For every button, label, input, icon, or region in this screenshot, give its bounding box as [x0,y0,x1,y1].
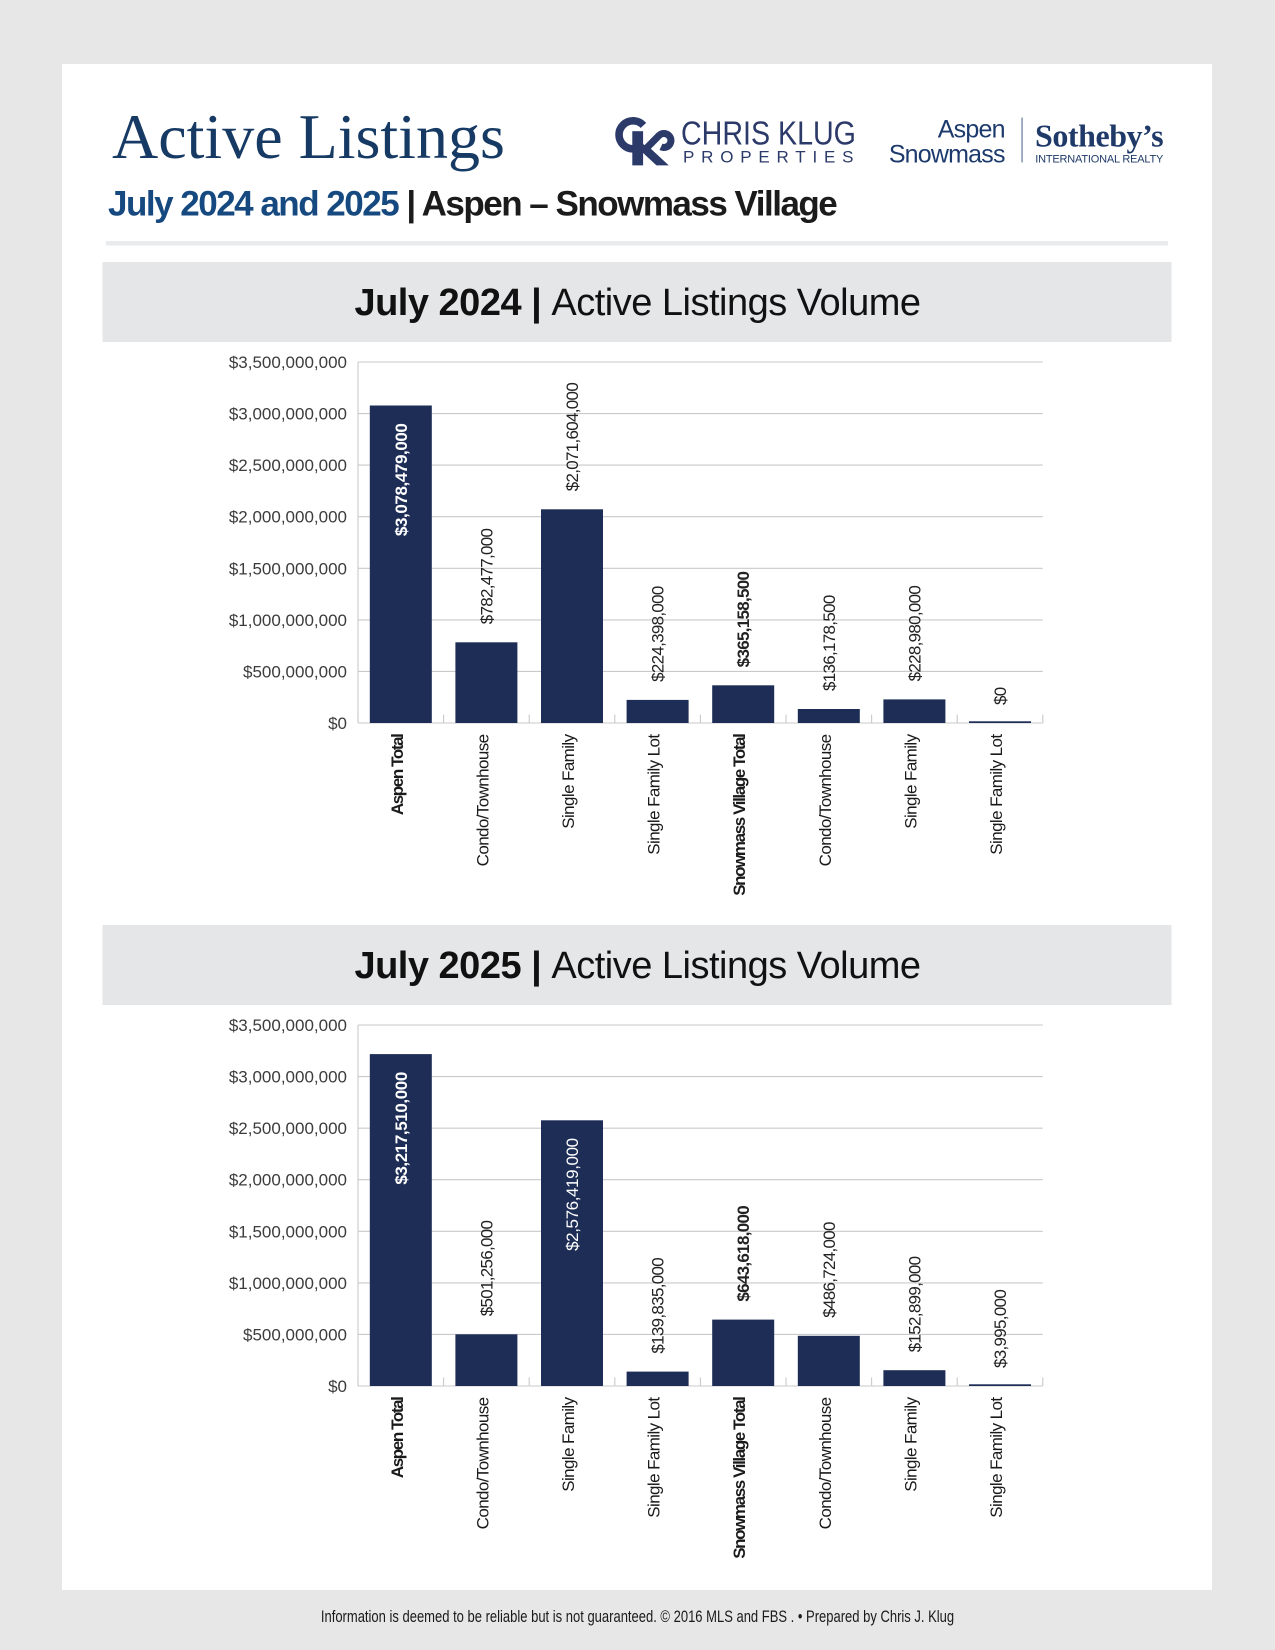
svg-text:Aspen Total: Aspen Total [388,1397,407,1478]
svg-text:Snowmass: Snowmass [889,140,1005,168]
svg-text:Condo/Townhouse: Condo/Townhouse [816,1397,835,1529]
svg-text:$3,217,510,000: $3,217,510,000 [392,1072,411,1185]
svg-text:$2,000,000,000: $2,000,000,000 [229,1171,347,1190]
svg-text:Single Family Lot: Single Family Lot [987,734,1006,855]
svg-text:$501,256,000: $501,256,000 [477,1220,496,1316]
svg-text:Condo/Townhouse: Condo/Townhouse [473,734,492,866]
svg-text:INTERNATIONAL REALTY: INTERNATIONAL REALTY [1035,153,1164,165]
svg-text:$1,000,000,000: $1,000,000,000 [229,1274,347,1293]
svg-text:Single Family Lot: Single Family Lot [987,1397,1006,1518]
svg-text:Sotheby’s: Sotheby’s [1035,118,1163,154]
svg-text:$3,995,000: $3,995,000 [991,1290,1010,1368]
svg-text:July 2025 | Active Listings Vo: July 2025 | Active Listings Volume [354,945,920,987]
svg-text:Single Family: Single Family [901,733,920,828]
svg-text:Single Family Lot: Single Family Lot [645,734,664,855]
svg-text:Aspen: Aspen [938,116,1005,144]
svg-text:Condo/Townhouse: Condo/Townhouse [816,734,835,866]
svg-text:Single Family: Single Family [559,1396,578,1491]
svg-text:$3,000,000,000: $3,000,000,000 [229,1068,347,1087]
svg-text:$2,071,604,000: $2,071,604,000 [563,383,582,492]
svg-text:$2,500,000,000: $2,500,000,000 [229,456,347,475]
svg-text:Snowmass Village Total: Snowmass Village Total [730,734,749,896]
svg-text:$643,618,000: $643,618,000 [734,1206,753,1302]
svg-text:$224,398,000: $224,398,000 [649,586,668,682]
svg-text:$500,000,000: $500,000,000 [243,1325,347,1344]
svg-text:$500,000,000: $500,000,000 [243,662,347,681]
svg-text:$2,500,000,000: $2,500,000,000 [229,1119,347,1138]
svg-text:PROPERTIES: PROPERTIES [683,147,860,166]
svg-text:Single Family: Single Family [559,733,578,828]
svg-text:$0: $0 [328,714,347,733]
svg-text:Condo/Townhouse: Condo/Townhouse [473,1397,492,1529]
svg-text:$228,980,000: $228,980,000 [905,586,924,682]
svg-text:July 2024 | Active Listings Vo: July 2024 | Active Listings Volume [354,282,920,324]
svg-text:$136,178,500: $136,178,500 [820,595,839,691]
svg-text:$152,899,000: $152,899,000 [905,1256,924,1352]
svg-text:$782,477,000: $782,477,000 [477,528,496,624]
svg-text:$1,500,000,000: $1,500,000,000 [229,1222,347,1241]
svg-text:CHRIS KLUG: CHRIS KLUG [681,115,856,152]
svg-text:Single Family Lot: Single Family Lot [645,1397,664,1518]
svg-text:$3,500,000,000: $3,500,000,000 [229,353,347,372]
svg-text:$1,000,000,000: $1,000,000,000 [229,611,347,630]
svg-text:$3,000,000,000: $3,000,000,000 [229,405,347,424]
svg-text:$1,500,000,000: $1,500,000,000 [229,559,347,578]
svg-text:Active Listings: Active Listings [112,101,505,172]
svg-text:$0: $0 [991,687,1010,705]
svg-text:July 2024 and 2025 | Aspen – S: July 2024 and 2025 | Aspen – Snowmass Vi… [108,185,837,224]
svg-text:$486,724,000: $486,724,000 [820,1222,839,1318]
svg-text:Aspen Total: Aspen Total [388,734,407,815]
svg-text:Information is deemed to be re: Information is deemed to be reliable but… [321,1607,954,1626]
svg-text:$3,078,479,000: $3,078,479,000 [392,424,411,537]
svg-text:$0: $0 [328,1377,347,1396]
svg-text:$365,158,500: $365,158,500 [734,571,753,667]
svg-text:$3,500,000,000: $3,500,000,000 [229,1016,347,1035]
svg-text:Single Family: Single Family [901,1396,920,1491]
svg-text:$2,000,000,000: $2,000,000,000 [229,508,347,527]
svg-text:$139,835,000: $139,835,000 [649,1258,668,1354]
svg-text:Snowmass Village Total: Snowmass Village Total [730,1397,749,1559]
svg-text:$2,576,419,000: $2,576,419,000 [563,1138,582,1251]
